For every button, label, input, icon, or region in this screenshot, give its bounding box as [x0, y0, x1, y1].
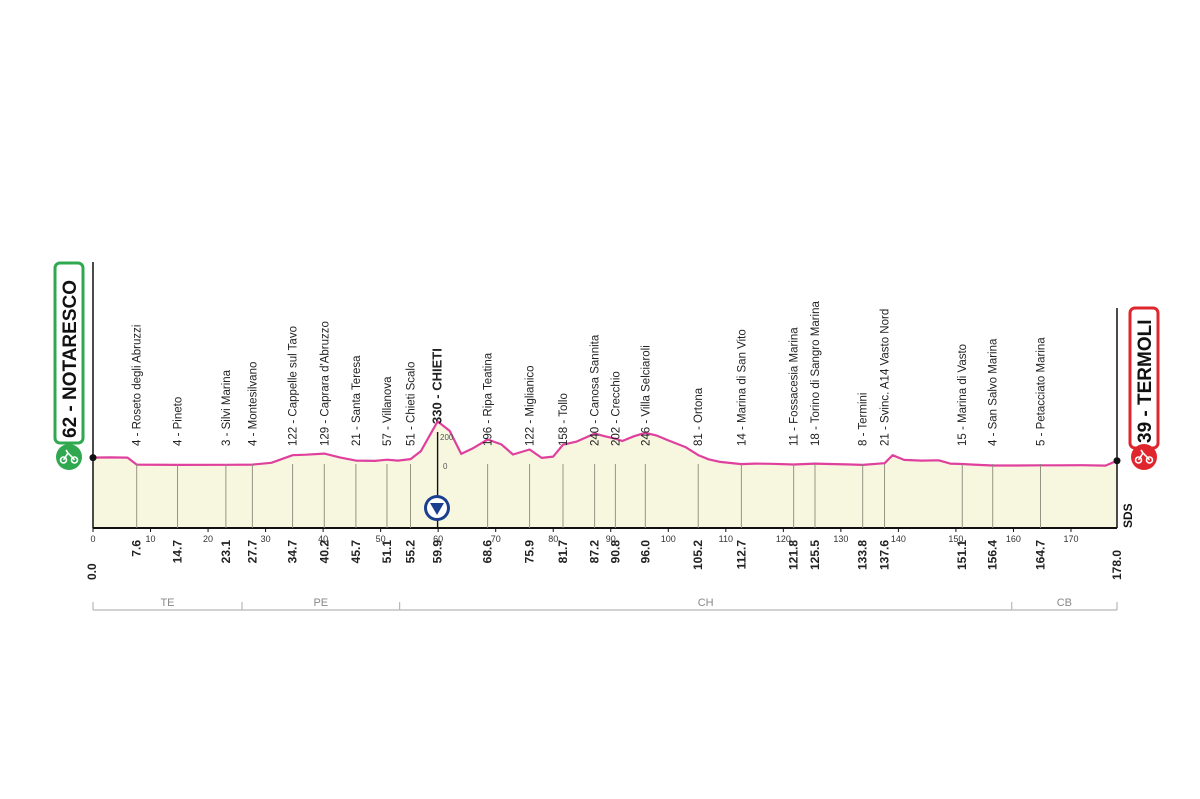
- waypoint-name: 14 - Marina di San Vito: [736, 329, 748, 446]
- profile-line: [92, 420, 1118, 467]
- start-cyclist-icon: [56, 444, 82, 470]
- x-tick-label: 120: [776, 534, 791, 544]
- x-tick-label: 150: [948, 534, 963, 544]
- sds-logo: SDS: [1121, 503, 1135, 528]
- waypoint-name: 240 - Canosa Sannita: [590, 334, 602, 446]
- waypoint-name: 158 - Tollo: [558, 393, 570, 446]
- waypoint-km: 105.2: [691, 540, 705, 570]
- region-label: TE: [160, 597, 174, 609]
- sprint-triangle-icon: [430, 503, 444, 515]
- finish-km: 178.0: [1110, 550, 1124, 580]
- waypoint-km: 45.7: [349, 540, 363, 564]
- waypoint-km: 75.9: [523, 540, 537, 564]
- waypoint-km: 7.6: [130, 540, 144, 557]
- waypoint-name: 122 - Cappelle sul Tavo: [288, 326, 300, 446]
- waypoint-name: 51 - Chieti Scalo: [406, 362, 418, 446]
- region-bar: TE PE CH CB: [92, 597, 1118, 611]
- waypoint-km: 133.8: [856, 540, 870, 570]
- waypoint-name: 21 - Santa Teresa: [351, 355, 363, 446]
- waypoint-km: 81.7: [556, 540, 570, 564]
- finish-badge: 39 - TERMOLI 178.0 SDS: [1110, 306, 1160, 580]
- waypoint-km: 27.7: [245, 540, 259, 564]
- finish-bike-icon: [1134, 449, 1154, 464]
- x-tick-label: 110: [719, 534, 733, 544]
- profile-area: [92, 420, 1118, 528]
- waypoint-name: 21 - Svinc. A14 Vasto Nord: [880, 309, 892, 446]
- waypoint-name: 57 - Villanova: [382, 376, 394, 446]
- x-tick-label: 20: [203, 534, 213, 544]
- waypoint-km: 151.1: [955, 540, 969, 570]
- waypoint-name: 330 - CHIETI: [430, 348, 445, 424]
- elev-label-0: 0: [443, 462, 448, 471]
- waypoint-km: 14.7: [171, 540, 185, 564]
- waypoint-km: 96.0: [638, 540, 652, 564]
- x-tick-label: 60: [433, 534, 443, 544]
- waypoint-name: 129 - Caprara d'Abruzzo: [319, 321, 331, 446]
- x-tick-label: 100: [661, 534, 676, 544]
- finish-label: 39 - TERMOLI: [1135, 319, 1156, 443]
- waypoint-name: 4 - Roseto degli Abruzzi: [132, 325, 144, 446]
- intermediate-sprint-marker: [424, 495, 450, 521]
- waypoint-km: 87.2: [588, 540, 602, 564]
- finish-dot: [1113, 457, 1121, 465]
- x-tick-label: 80: [548, 534, 558, 544]
- start-bike-icon: [59, 449, 79, 464]
- waypoint-name: 18 - Torino di Sangro Marina: [810, 301, 822, 446]
- waypoint-km: 34.7: [286, 540, 300, 564]
- waypoint-name: 202 - Crecchio: [610, 371, 622, 446]
- start-badge: 62 - NOTARESCO 0.0: [53, 261, 99, 580]
- x-tick-label: 140: [891, 534, 906, 544]
- finish-cyclist-icon: [1131, 444, 1157, 470]
- profile-fill: [93, 421, 1117, 528]
- region-label: CH: [698, 597, 714, 609]
- start-km: 0.0: [85, 563, 99, 580]
- waypoint-km: 90.8: [608, 540, 622, 564]
- waypoint-name: 4 - Montesilvano: [247, 362, 259, 446]
- x-tick-label: 70: [491, 534, 501, 544]
- x-tick-label: 30: [261, 534, 271, 544]
- waypoint-name: 4 - San Salvo Marina: [988, 338, 1000, 446]
- waypoint-name: 4 - Pineto: [173, 397, 185, 446]
- x-tick-label: 170: [1063, 534, 1078, 544]
- waypoint-name: 8 - Termini: [858, 393, 870, 446]
- start-label: 62 - NOTARESCO: [60, 280, 81, 438]
- region-label: PE: [313, 597, 328, 609]
- x-tick-label: 50: [376, 534, 386, 544]
- waypoint-km: 23.1: [219, 540, 233, 564]
- waypoint-name: 122 - Miglianico: [525, 365, 537, 446]
- waypoint-name: 246 - Villa Selciaroli: [640, 345, 652, 446]
- waypoint-km: 55.2: [404, 540, 418, 564]
- waypoint-labels: 4 - Roseto degli Abruzzi 7.6 4 - Pineto 14.…: [130, 301, 1048, 571]
- waypoint-km: 164.7: [1033, 540, 1047, 570]
- waypoint-name: 196 - Ripa Teatina: [483, 352, 495, 446]
- waypoint-km: 125.5: [808, 540, 822, 570]
- waypoint-km: 156.4: [986, 540, 1000, 570]
- x-tick-label: 10: [146, 534, 156, 544]
- waypoint-name: 15 - Marina di Vasto: [957, 344, 969, 446]
- waypoint-name: 81 - Ortona: [693, 387, 705, 446]
- region-label: CB: [1057, 597, 1072, 609]
- waypoint-km: 51.1: [380, 540, 394, 564]
- start-dot: [89, 454, 97, 462]
- x-tick-label: 160: [1006, 534, 1021, 544]
- waypoint-km: 68.6: [481, 540, 495, 564]
- waypoint-name: 11 - Fossacesia Marina: [789, 327, 801, 446]
- waypoint-km: 121.8: [787, 540, 801, 570]
- waypoint-km: 40.2: [317, 540, 331, 564]
- waypoint-km: 137.6: [878, 540, 892, 570]
- waypoint-name: 5 - Petacciato Marina: [1035, 337, 1047, 446]
- waypoint-km: 112.7: [734, 540, 748, 570]
- elev-label-200: 200: [440, 433, 454, 442]
- x-tick-label: 40: [318, 534, 328, 544]
- distance-axis: 0 10 20 30 40 50 60 70 80 90 100 110 120 130 140 150 160…: [89, 262, 1121, 544]
- x-tick-label: 0: [90, 534, 95, 544]
- waypoint-name: 3 - Silvi Marina: [221, 369, 233, 446]
- x-tick-label: 90: [606, 534, 616, 544]
- x-tick-label: 130: [833, 534, 848, 544]
- waypoint-km: 59.9: [431, 540, 445, 564]
